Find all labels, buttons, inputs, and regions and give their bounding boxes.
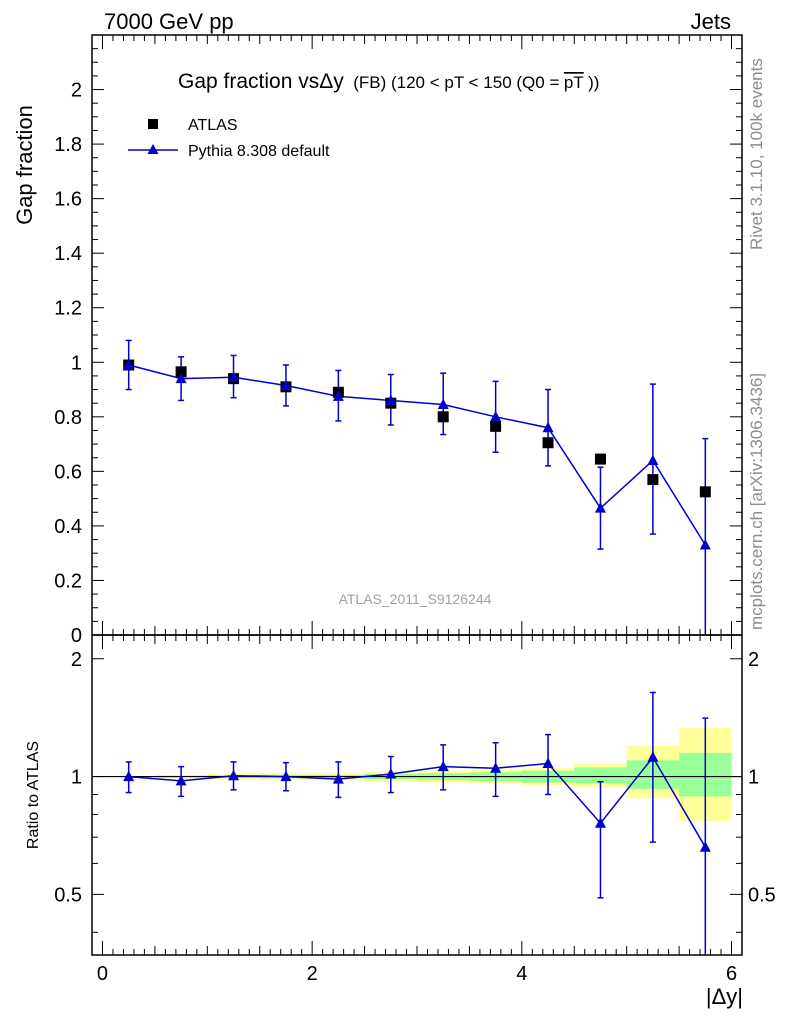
legend-atlas-marker [148, 119, 158, 129]
main-y-tick-label: 1.4 [54, 243, 82, 265]
pythia-line [128, 364, 706, 546]
main-y-tick-label: 1.8 [54, 134, 82, 156]
ratio-point [385, 768, 397, 779]
legend-pythia-label: Pythia 8.308 default [188, 143, 330, 160]
ratio-plot-panel: 0.5 0.5 1 1 2 2 0 2 4 6 Ratio to ATLAS |Δy| [25, 634, 776, 1009]
plot-title-close: )) [588, 73, 599, 92]
ratio-y-tick-label: 0.5 [54, 884, 82, 906]
ratio-point [123, 770, 135, 782]
legend-atlas-label: ATLAS [188, 117, 238, 134]
main-y-tick-label: 0.2 [54, 570, 82, 592]
ratio-point [175, 774, 187, 786]
ratio-point [280, 770, 292, 782]
legend-pythia-marker [147, 144, 159, 154]
atlas-data-point [542, 437, 554, 449]
mcplots-reference-label: mcplots.cern.ch [arXiv:1306.3436] [747, 373, 766, 630]
analysis-watermark: ATLAS_2011_S9126244 [339, 591, 492, 607]
atlas-data-point [647, 474, 659, 486]
header-energy-label: 7000 GeV pp [104, 9, 234, 34]
atlas-data-point [490, 420, 502, 432]
main-y-tick-label: 2 [71, 80, 82, 102]
ratio-point [594, 817, 606, 828]
main-y-tick-label: 1 [71, 352, 82, 374]
pythia-line-group [128, 364, 706, 546]
main-y-tick-label: 1.2 [54, 298, 82, 320]
atlas-uncertainty-bands [102, 728, 732, 821]
pythia-point [175, 372, 187, 384]
plot-title-main: Gap fraction vsΔy [178, 70, 344, 93]
pythia-point [437, 398, 449, 410]
ratio-y-axis-label: Ratio to ATLAS [25, 741, 42, 849]
atlas-data-point [699, 486, 711, 498]
ratio-points [123, 751, 711, 852]
pythia-point [699, 539, 711, 550]
ratio-point [437, 760, 449, 772]
x-tick-label: 6 [726, 963, 737, 985]
ratio-axis-ticks: 0.5 0.5 1 1 2 2 0 2 4 6 [54, 635, 776, 985]
ratio-error-bars [125, 691, 709, 955]
ratio-y-tick-label-right: 0.5 [748, 884, 776, 906]
data-points [123, 359, 711, 550]
main-y-tick-label: 0.4 [54, 516, 82, 538]
ratio-point [332, 773, 344, 784]
main-y-axis-label: Gap fraction [12, 105, 37, 225]
main-axis-ticks: 0 0.2 0.4 0.6 0.8 1 1.2 1.4 1.6 1.8 2 [54, 34, 742, 647]
plot-title-sub: (FB) (120 < pT < 150 (Q0 = [353, 73, 559, 92]
rivet-version-label: Rivet 3.1.10, 100k events [747, 58, 766, 250]
pythia-point [228, 371, 240, 382]
ratio-line [128, 755, 706, 848]
ratio-point [647, 751, 659, 762]
ratio-y-tick-label: 1 [71, 767, 82, 789]
pythia-point [647, 454, 659, 465]
ratio-y-tick-label: 2 [71, 649, 82, 671]
pythia-point [280, 379, 292, 390]
x-axis-label: |Δy| [706, 984, 743, 1009]
green-band-segment [574, 767, 627, 784]
ratio-point [699, 841, 711, 852]
atlas-data-point [594, 453, 606, 465]
legend: ATLAS Pythia 8.308 default [128, 117, 330, 160]
plot-title: Gap fraction vsΔy (FB) (120 < pT < 150 (… [178, 70, 599, 93]
ratio-point [228, 769, 240, 781]
main-y-tick-label: 1.6 [54, 189, 82, 211]
pythia-point [594, 502, 606, 513]
pythia-point [542, 421, 554, 433]
ratio-point [542, 757, 554, 768]
ratio-y-tick-label-right: 1 [748, 767, 759, 789]
main-y-tick-label: 0.6 [54, 461, 82, 483]
ratio-point [490, 762, 502, 773]
pythia-point [332, 390, 344, 401]
pythia-point [123, 359, 135, 370]
header-process-label: Jets [691, 9, 731, 34]
main-plot-panel: 0 0.2 0.4 0.6 0.8 1 1.2 1.4 1.6 1.8 2 Gap fraction… [12, 34, 743, 647]
pythia-point [385, 394, 397, 405]
pythia-point [490, 410, 502, 422]
plot-title-overline: pT [564, 73, 584, 92]
x-tick-label: 0 [97, 963, 108, 985]
ratio-line-group [128, 755, 706, 848]
x-tick-label: 4 [516, 963, 527, 985]
atlas-data-point [175, 366, 187, 378]
main-y-tick-label: 0.8 [54, 407, 82, 429]
main-y-tick-label: 0 [71, 625, 82, 647]
x-tick-label: 2 [307, 963, 318, 985]
ratio-y-tick-label-right: 2 [748, 649, 759, 671]
atlas-data-point [437, 411, 449, 423]
